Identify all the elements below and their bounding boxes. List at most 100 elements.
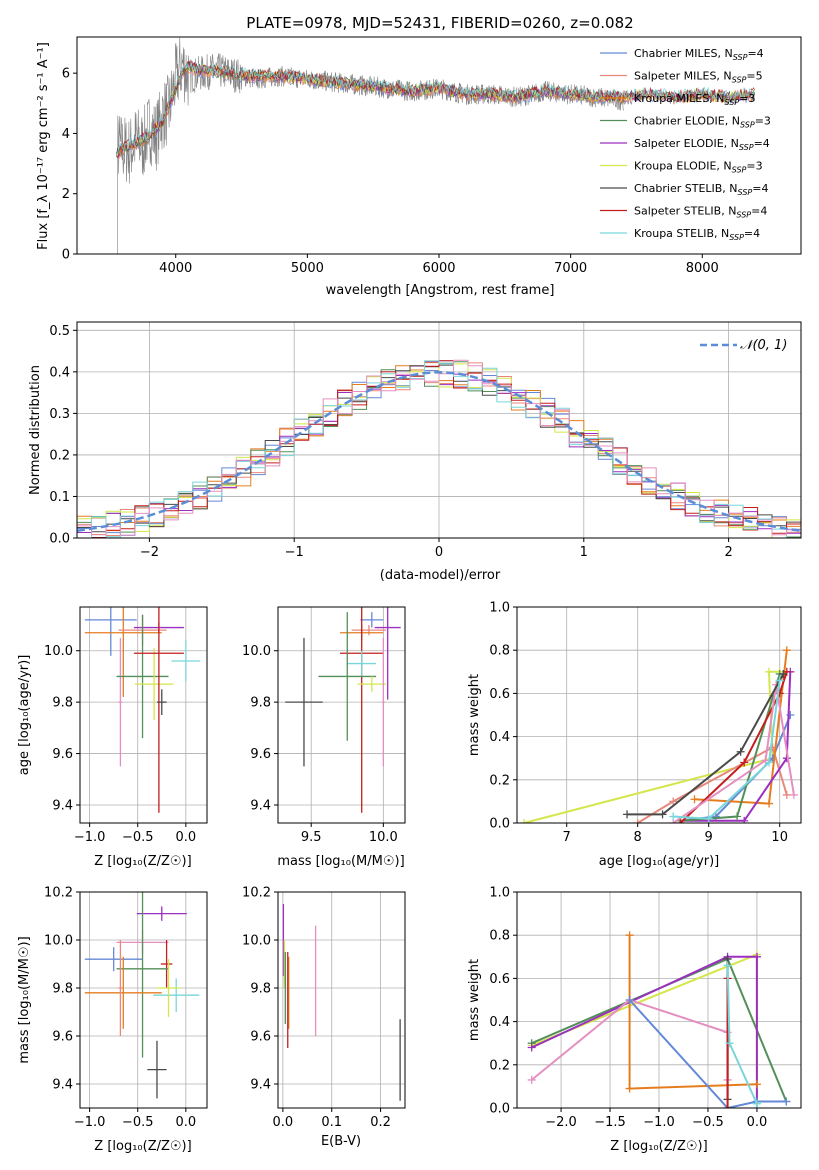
weight-vs-age-xtick-label: 10 bbox=[771, 830, 788, 845]
mass-vs-Z-point bbox=[136, 906, 187, 921]
weight-vs-age-ytick-label: 1.0 bbox=[489, 601, 510, 616]
residuals-gaussian-curve bbox=[77, 371, 801, 532]
age-vs-Z-point bbox=[171, 640, 201, 682]
weight-vs-age-line bbox=[680, 671, 792, 822]
weight-vs-age-marker bbox=[775, 676, 784, 685]
spectrum-legend-label: Salpeter STELIB, NSSP=4 bbox=[634, 205, 767, 220]
weight-vs-Z-series bbox=[625, 931, 761, 1093]
mass-vs-EBV-panel: 0.0 0.1 0.2 9.4 9.6 9.8 10.0 10.2 E(B-V) bbox=[242, 886, 406, 1149]
mass-vs-EBV-frame bbox=[277, 891, 406, 1109]
weight-vs-age-line bbox=[672, 684, 795, 823]
weight-vs-Z-panel: −2.0 −1.5 −1.0 −0.5 0.0 0.0 0.2 0.4 0.6 0.8 1.0 Z … bbox=[467, 886, 802, 1154]
spectrum-legend: Chabrier MILES, NSSP=4 Salpeter MILES, NS… bbox=[600, 47, 771, 242]
weight-vs-age-marker bbox=[623, 810, 632, 819]
weight-vs-Z-marker bbox=[625, 1084, 634, 1093]
weight-vs-age-marker bbox=[676, 819, 685, 823]
age-vs-mass-point bbox=[381, 637, 385, 767]
age-vs-Z-ytick-label: 9.4 bbox=[52, 799, 73, 814]
spectrum-model-line bbox=[116, 62, 756, 157]
weight-vs-Z-marker bbox=[752, 1080, 761, 1089]
weight-vs-age-xtick-label: 9 bbox=[705, 830, 713, 845]
weight-vs-Z-marker bbox=[725, 1039, 734, 1048]
mass-vs-EBV-xtick-label: 0.0 bbox=[273, 1115, 294, 1130]
weight-vs-age-series bbox=[690, 646, 791, 808]
mass-vs-EBV-ytick-label: 10.0 bbox=[242, 934, 271, 949]
weight-vs-Z-marker bbox=[625, 931, 634, 940]
weight-vs-Z-ytick-label: 0.4 bbox=[489, 1015, 510, 1030]
age-vs-mass-point bbox=[318, 612, 377, 741]
spectrum-ytick-label: 6 bbox=[62, 67, 70, 82]
spectrum-legend-label: Salpeter ELODIE, NSSP=4 bbox=[634, 137, 770, 152]
weight-vs-age-marker bbox=[736, 747, 745, 756]
spectrum-ylabel: Flux [f_λ 10⁻¹⁷ erg cm⁻² s⁻¹ A⁻¹] bbox=[36, 42, 51, 250]
weight-vs-age-marker bbox=[782, 646, 791, 655]
mass-vs-Z-panel: −1.0 −0.5 0.0 9.4 9.6 9.8 10.0 10.2 Z [log₁₀(Z/… bbox=[17, 886, 208, 1154]
weight-vs-Z-line bbox=[628, 999, 787, 1108]
residuals-xtick-label: 0 bbox=[435, 545, 443, 560]
age-vs-mass-point bbox=[285, 637, 323, 767]
residuals-ytick-label: 0.4 bbox=[49, 365, 70, 380]
weight-vs-Z-marker bbox=[527, 1043, 536, 1052]
weight-vs-age-marker bbox=[733, 812, 742, 821]
age-vs-Z-frame bbox=[79, 606, 208, 824]
residuals-ytick-label: 0.1 bbox=[49, 490, 70, 505]
mass-vs-Z-point bbox=[118, 940, 123, 1036]
weight-vs-age-ylabel: mass weight bbox=[467, 674, 482, 756]
mass-vs-Z-point bbox=[156, 959, 181, 1017]
weight-vs-Z-marker bbox=[752, 1104, 761, 1108]
spectrum-xtick-label: 8000 bbox=[686, 261, 719, 276]
weight-vs-age-line bbox=[673, 680, 781, 820]
weight-vs-age-ytick-label: 0.4 bbox=[489, 730, 510, 745]
age-vs-mass-ytick-label: 10.0 bbox=[242, 644, 271, 659]
residuals-ytick-label: 0.0 bbox=[49, 532, 70, 547]
weight-vs-Z-xtick-label: −1.0 bbox=[643, 1115, 675, 1130]
age-vs-mass-point bbox=[351, 625, 387, 636]
age-vs-Z-xtick-label: −1.0 bbox=[74, 830, 106, 845]
age-vs-Z-point bbox=[118, 637, 123, 767]
weight-vs-Z-marker bbox=[723, 961, 732, 970]
age-vs-Z-point bbox=[116, 614, 169, 739]
age-vs-mass-ytick-label: 9.6 bbox=[250, 747, 271, 762]
spectrum-legend-label: Kroupa MILES, NSSP=3 bbox=[634, 92, 755, 107]
mass-vs-Z-ytick-label: 9.8 bbox=[52, 982, 73, 997]
age-vs-Z-point bbox=[133, 607, 184, 813]
age-vs-Z-ytick-label: 9.8 bbox=[52, 696, 73, 711]
weight-vs-age-ytick-label: 0.8 bbox=[489, 644, 510, 659]
weight-vs-Z-marker bbox=[625, 996, 634, 1004]
spectrum-xtick-label: 5000 bbox=[291, 261, 324, 276]
age-vs-Z-point bbox=[84, 607, 137, 656]
weight-vs-age-marker bbox=[711, 812, 720, 821]
age-vs-Z-point bbox=[84, 607, 162, 697]
weight-vs-Z-marker bbox=[782, 1097, 791, 1106]
weight-vs-age-xtick-label: 8 bbox=[634, 830, 642, 845]
mass-vs-Z-xtick-label: −0.5 bbox=[122, 1115, 154, 1130]
weight-vs-Z-xtick-label: −0.5 bbox=[692, 1115, 724, 1130]
weight-vs-Z-ytick-label: 1.0 bbox=[489, 886, 510, 901]
mass-vs-Z-ytick-label: 10.2 bbox=[44, 886, 73, 901]
spectrum-model-line bbox=[116, 59, 756, 158]
residuals-ylabel: Normed distribution bbox=[28, 365, 43, 495]
residuals-panel: −2 −1 0 1 2 0.0 0.1 0.2 0.3 0.4 0.5 (data-model)/e… bbox=[28, 321, 802, 583]
mass-vs-Z-xtick-label: 0.0 bbox=[175, 1115, 196, 1130]
weight-vs-age-line bbox=[627, 673, 785, 816]
mass-vs-Z-frame bbox=[79, 891, 208, 1109]
age-vs-Z-ylabel: age [log₁₀(age/yr)] bbox=[17, 655, 32, 776]
weight-vs-age-series bbox=[669, 676, 784, 823]
age-vs-mass-point bbox=[374, 607, 401, 700]
weight-vs-age-xlabel: age [log₁₀(age/yr)] bbox=[599, 854, 720, 869]
mass-vs-EBV-ytick-label: 10.2 bbox=[242, 886, 271, 901]
age-vs-mass-ytick-label: 9.4 bbox=[250, 799, 271, 814]
weight-vs-age-frame bbox=[516, 606, 802, 824]
age-vs-mass-point bbox=[360, 612, 384, 628]
age-vs-Z-point bbox=[156, 689, 167, 715]
weight-vs-age-marker bbox=[779, 669, 788, 678]
spectrum-xtick-label: 4000 bbox=[159, 261, 192, 276]
mass-vs-Z-ylabel: mass [log₁₀(M/M☉)] bbox=[17, 936, 32, 1063]
spectrum-xlabel: wavelength [Angstrom, rest frame] bbox=[326, 283, 555, 298]
weight-vs-age-ytick-label: 0.0 bbox=[489, 817, 510, 832]
mass-vs-Z-ytick-label: 9.4 bbox=[52, 1078, 73, 1093]
age-vs-mass-xtick-label: 10.0 bbox=[369, 830, 398, 845]
weight-vs-Z-ylabel: mass weight bbox=[467, 959, 482, 1041]
mass-vs-Z-point bbox=[160, 940, 173, 988]
